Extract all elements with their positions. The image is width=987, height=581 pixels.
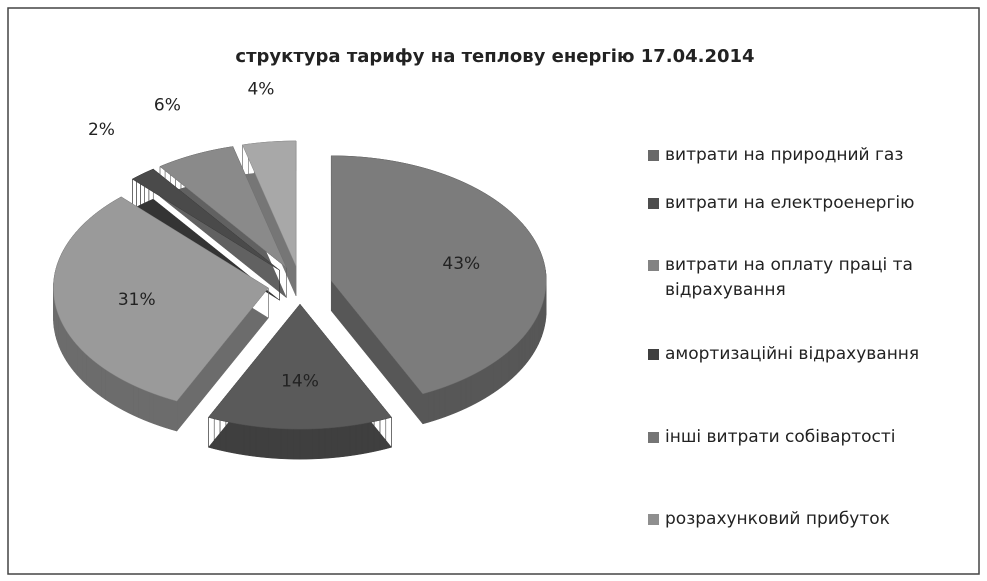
legend-label: витрати на природний газ [665, 145, 904, 165]
data-label: 31% [118, 290, 156, 310]
chart-title: структура тарифу на теплову енергію 17.0… [235, 46, 754, 67]
legend-item: інші витрати собівартості [648, 425, 978, 450]
legend-label: витрати на оплату праці та відрахування [665, 255, 913, 300]
legend-swatch [648, 260, 659, 271]
slice [242, 140, 297, 267]
legend-swatch [648, 349, 659, 360]
legend-item: амортизаційні відрахування [648, 342, 978, 367]
legend-item: витрати на оплату праці та відрахування [648, 253, 978, 303]
legend-swatch [648, 514, 659, 525]
legend-swatch [648, 432, 659, 443]
legend-label: розрахунковий прибуток [665, 509, 890, 529]
slice [159, 146, 287, 268]
legend-label: витрати на електроенергію [665, 193, 915, 213]
slice [131, 168, 280, 271]
data-label: 43% [442, 254, 480, 274]
legend-swatch [648, 150, 659, 161]
slice [53, 196, 269, 402]
legend-item: витрати на електроенергію [648, 191, 978, 216]
data-label: 14% [281, 372, 319, 392]
legend-item: витрати на природний газ [648, 143, 978, 168]
legend-item: розрахунковий прибуток [648, 507, 978, 532]
slice [330, 155, 547, 395]
data-label: 4% [247, 80, 274, 100]
legend-swatch [648, 198, 659, 209]
legend-label: інші витрати собівартості [665, 427, 896, 447]
legend-label: амортизаційні відрахування [665, 344, 920, 364]
data-label: 2% [88, 120, 115, 140]
data-label: 6% [154, 96, 181, 116]
slice [208, 303, 392, 430]
